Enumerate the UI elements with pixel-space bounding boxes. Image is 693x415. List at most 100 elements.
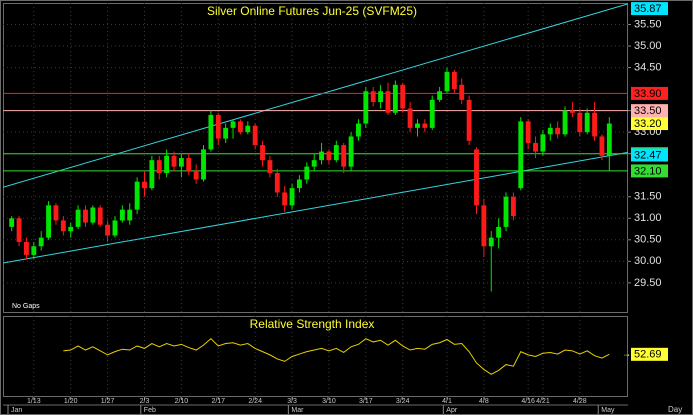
rsi-value-label: 52.69 bbox=[634, 349, 662, 361]
candle-body bbox=[31, 246, 37, 255]
candle-body bbox=[296, 179, 302, 189]
candle-body bbox=[356, 123, 361, 137]
candle-body bbox=[9, 218, 15, 227]
y-tick-label: 31.50 bbox=[634, 191, 662, 203]
rsi-plot bbox=[63, 337, 610, 375]
price-marker-label: 33.20 bbox=[634, 118, 662, 130]
candle-body bbox=[105, 224, 111, 236]
x-tick-label: 1/20 bbox=[64, 398, 78, 405]
candle-body bbox=[237, 121, 243, 133]
candle-body bbox=[311, 160, 317, 167]
month-label: May bbox=[601, 407, 615, 414]
candle-body bbox=[201, 149, 206, 180]
price-marker bbox=[631, 164, 668, 178]
candle-body bbox=[400, 84, 406, 109]
candle-body bbox=[569, 110, 575, 113]
x-tick-label: 2/10 bbox=[175, 398, 189, 405]
price-panel bbox=[3, 3, 628, 313]
trend-line bbox=[3, 3, 628, 188]
candle-body bbox=[378, 91, 384, 103]
candle-body bbox=[260, 145, 265, 161]
price-marker-label: 32.10 bbox=[634, 165, 662, 177]
candle-body bbox=[451, 71, 457, 90]
chart-title: Silver Online Futures Jun-25 (SVFM25) bbox=[207, 4, 417, 18]
x-tick-label: 2/24 bbox=[248, 398, 262, 405]
candle-body bbox=[156, 160, 162, 174]
candle-body bbox=[562, 110, 568, 135]
rsi-value-marker bbox=[631, 347, 668, 361]
candle-body bbox=[223, 127, 229, 139]
candle-body bbox=[68, 226, 74, 232]
month-label: Jan bbox=[11, 407, 22, 414]
candle-body bbox=[16, 218, 22, 242]
candle-body bbox=[488, 237, 494, 247]
candle-body bbox=[60, 220, 66, 232]
candle-body bbox=[466, 99, 472, 141]
x-tick-label: 2/3 bbox=[140, 398, 150, 405]
candle-body bbox=[444, 71, 450, 92]
candle-body bbox=[599, 136, 605, 156]
candle-body bbox=[606, 123, 612, 156]
price-marker bbox=[631, 104, 668, 118]
candle-body bbox=[208, 114, 214, 150]
x-tick-label: 4/8 bbox=[479, 398, 489, 405]
x-tick-label: 3/24 bbox=[396, 398, 410, 405]
y-tick-label: 30.00 bbox=[634, 255, 662, 267]
candle-body bbox=[533, 142, 538, 152]
candle-body bbox=[547, 127, 553, 135]
month-label: Mar bbox=[291, 407, 304, 414]
price-marker-label: 35.87 bbox=[634, 3, 662, 15]
rsi-panel bbox=[3, 316, 628, 397]
price-marker-label: 33.90 bbox=[634, 88, 662, 100]
candle-body bbox=[282, 192, 288, 206]
candle-body bbox=[186, 158, 192, 171]
x-tick-label: 4/28 bbox=[573, 398, 587, 405]
rsi-pointer: → bbox=[622, 349, 631, 359]
candle-body bbox=[289, 188, 295, 206]
candle-body bbox=[142, 181, 147, 189]
candle-body bbox=[415, 123, 420, 128]
candle-body bbox=[24, 241, 29, 255]
candle-body bbox=[267, 160, 273, 174]
x-axis-label: Day bbox=[668, 405, 682, 414]
candle-body bbox=[149, 160, 155, 189]
candle-body bbox=[252, 125, 258, 146]
y-tick-label: 30.50 bbox=[634, 234, 662, 246]
price-marker bbox=[631, 86, 668, 100]
price-marker-label: 33.50 bbox=[634, 105, 662, 117]
x-tick-label: 1/13 bbox=[27, 398, 41, 405]
candle-body bbox=[592, 112, 597, 137]
candle-body bbox=[496, 226, 502, 238]
candle-body bbox=[584, 112, 590, 133]
price-marker bbox=[631, 117, 668, 131]
candle-body bbox=[112, 220, 118, 236]
x-tick-label: 2/17 bbox=[211, 398, 225, 405]
candle-body bbox=[97, 207, 103, 225]
candle-body bbox=[363, 91, 369, 124]
candle-body bbox=[510, 196, 516, 217]
price-marker bbox=[631, 148, 668, 162]
candle-body bbox=[230, 121, 236, 128]
candle-body bbox=[577, 112, 583, 133]
candle-body bbox=[385, 91, 391, 113]
candle-body bbox=[370, 91, 376, 103]
candle-body bbox=[540, 134, 546, 152]
x-tick-label: 3/10 bbox=[322, 398, 336, 405]
candle-body bbox=[134, 181, 140, 210]
y-tick-label: 35.00 bbox=[634, 40, 662, 52]
candle-body bbox=[274, 173, 280, 193]
candle-body bbox=[422, 123, 428, 128]
candle-body bbox=[326, 151, 332, 161]
month-label: Feb bbox=[144, 407, 156, 414]
candle-body bbox=[481, 205, 487, 247]
candle-body bbox=[119, 209, 125, 221]
y-tick-label: 34.50 bbox=[634, 61, 662, 73]
candle-body bbox=[429, 99, 435, 128]
candle-body bbox=[38, 237, 44, 247]
candle-body bbox=[525, 121, 531, 143]
candle-body bbox=[341, 145, 347, 167]
candle-body bbox=[75, 209, 81, 227]
candle-body bbox=[53, 205, 59, 221]
